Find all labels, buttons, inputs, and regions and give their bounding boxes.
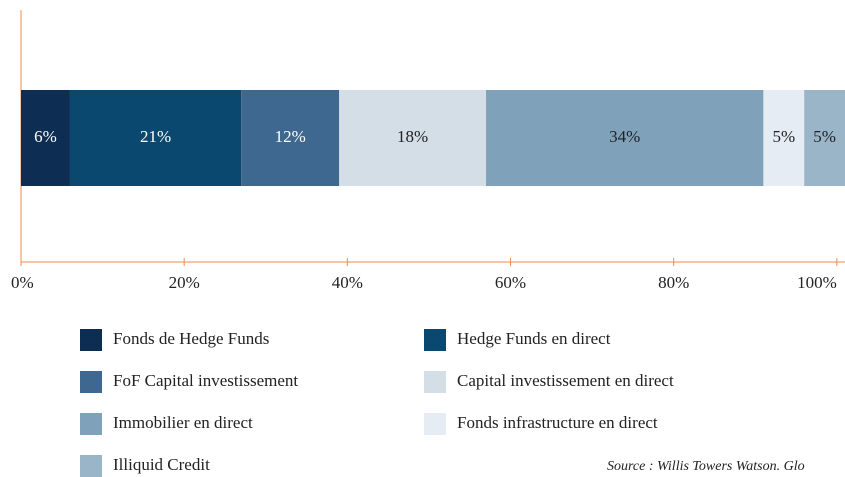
legend-swatch — [80, 371, 102, 393]
data-label: 18% — [397, 127, 428, 146]
legend-swatch — [80, 455, 102, 477]
data-label: 12% — [275, 127, 306, 146]
x-tick-label: 0% — [11, 273, 34, 292]
data-label: 21% — [140, 127, 171, 146]
legend-label: Hedge Funds en direct — [457, 329, 611, 348]
bar-segment — [486, 90, 764, 186]
legend-swatch — [80, 329, 102, 351]
legend-swatch — [424, 371, 446, 393]
legend-label: Immobilier en direct — [113, 413, 253, 432]
bar-segment — [804, 90, 845, 186]
legend-label: Fonds de Hedge Funds — [113, 329, 269, 348]
legend-label: Illiquid Credit — [113, 455, 210, 474]
source-note: Source : Willis Towers Watson. Glo — [607, 459, 805, 474]
data-label: 5% — [772, 127, 795, 146]
data-label: 34% — [609, 127, 640, 146]
bar-segment — [241, 90, 340, 186]
legend-swatch — [424, 413, 446, 435]
legend-label: FoF Capital investissement — [113, 371, 298, 390]
data-label: 5% — [813, 127, 836, 146]
bar-segment — [21, 90, 70, 186]
data-label: 6% — [34, 127, 57, 146]
x-tick-label: 80% — [658, 273, 689, 292]
bar-segment — [69, 90, 242, 186]
bar-segment — [339, 90, 487, 186]
bar-segment — [763, 90, 805, 186]
legend-swatch — [80, 413, 102, 435]
x-tick-label: 20% — [169, 273, 200, 292]
legend-label: Capital investissement en direct — [457, 371, 674, 390]
x-tick-label: 60% — [495, 273, 526, 292]
legend-label: Fonds infrastructure en direct — [457, 413, 658, 432]
x-tick-label: 100% — [797, 273, 837, 292]
legend-swatch — [424, 329, 446, 351]
x-tick-label: 40% — [332, 273, 363, 292]
